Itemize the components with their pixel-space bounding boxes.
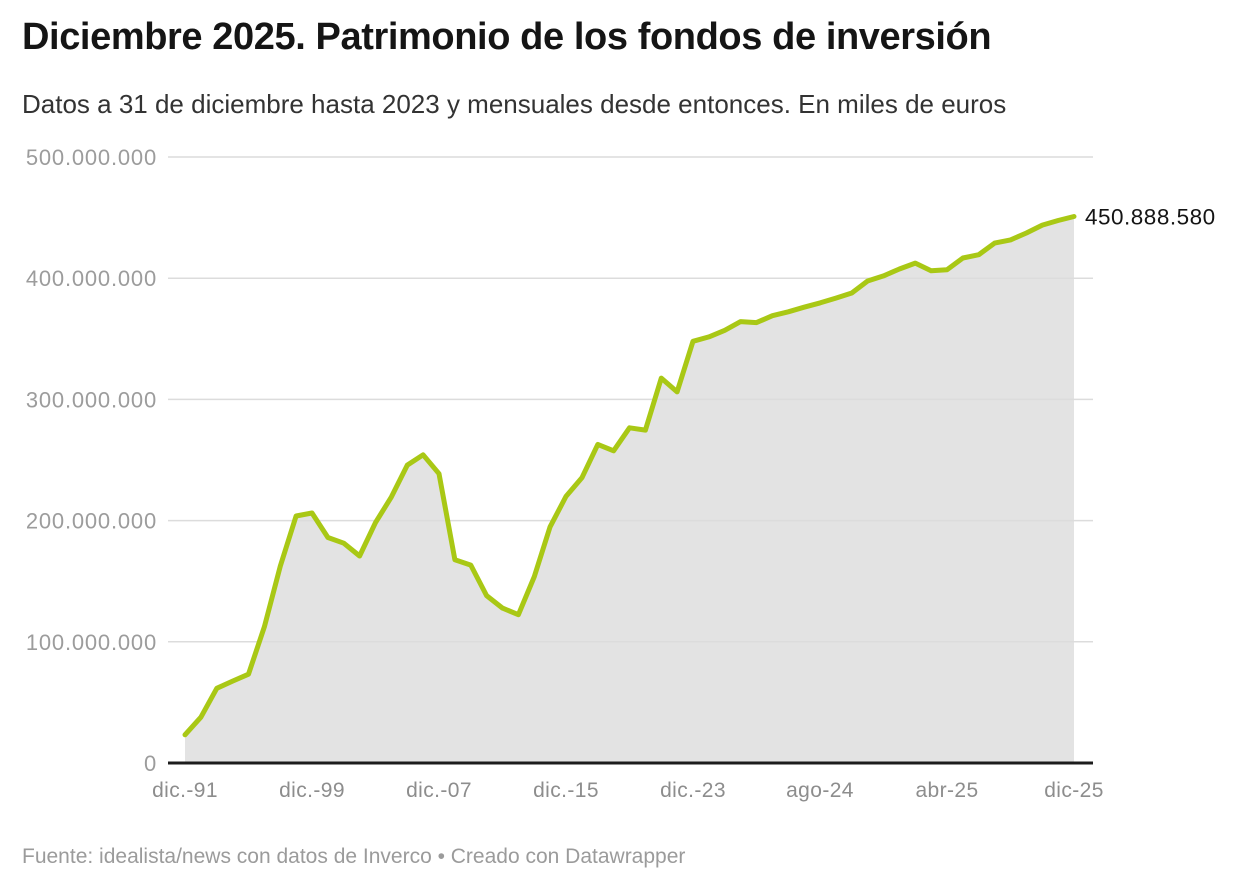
x-tick-label: dic.-99 (279, 779, 345, 802)
area-fill (185, 216, 1074, 763)
end-value-label: 450.888.580 (1085, 205, 1216, 230)
y-tick-label: 0 (144, 751, 157, 776)
y-tick-label: 400.000.000 (26, 266, 157, 291)
y-tick-label: 200.000.000 (26, 509, 157, 534)
y-tick-label: 300.000.000 (26, 387, 157, 412)
x-tick-label: ago-24 (786, 779, 854, 802)
chart-subtitle: Datos a 31 de diciembre hasta 2023 y men… (22, 89, 1007, 119)
x-tick-label: abr-25 (915, 779, 978, 802)
x-tick-label: dic.-15 (533, 779, 599, 802)
source-attribution: Fuente: idealista/news con datos de Inve… (22, 845, 686, 868)
x-tick-label: dic.-23 (660, 779, 726, 802)
x-tick-label: dic.-91 (152, 779, 218, 802)
x-tick-label: dic.-07 (406, 779, 472, 802)
data-line (182, 214, 1077, 738)
x-tick-label: dic-25 (1044, 779, 1104, 802)
chart-render-root: 0 100.000.000 200.000.000 300.000.000 400.00… (26, 145, 1216, 802)
y-tick-label: 500.000.000 (26, 145, 157, 170)
chart-title: Diciembre 2025. Patrimonio de los fondos… (22, 16, 992, 58)
y-tick-label: 100.000.000 (26, 630, 157, 655)
